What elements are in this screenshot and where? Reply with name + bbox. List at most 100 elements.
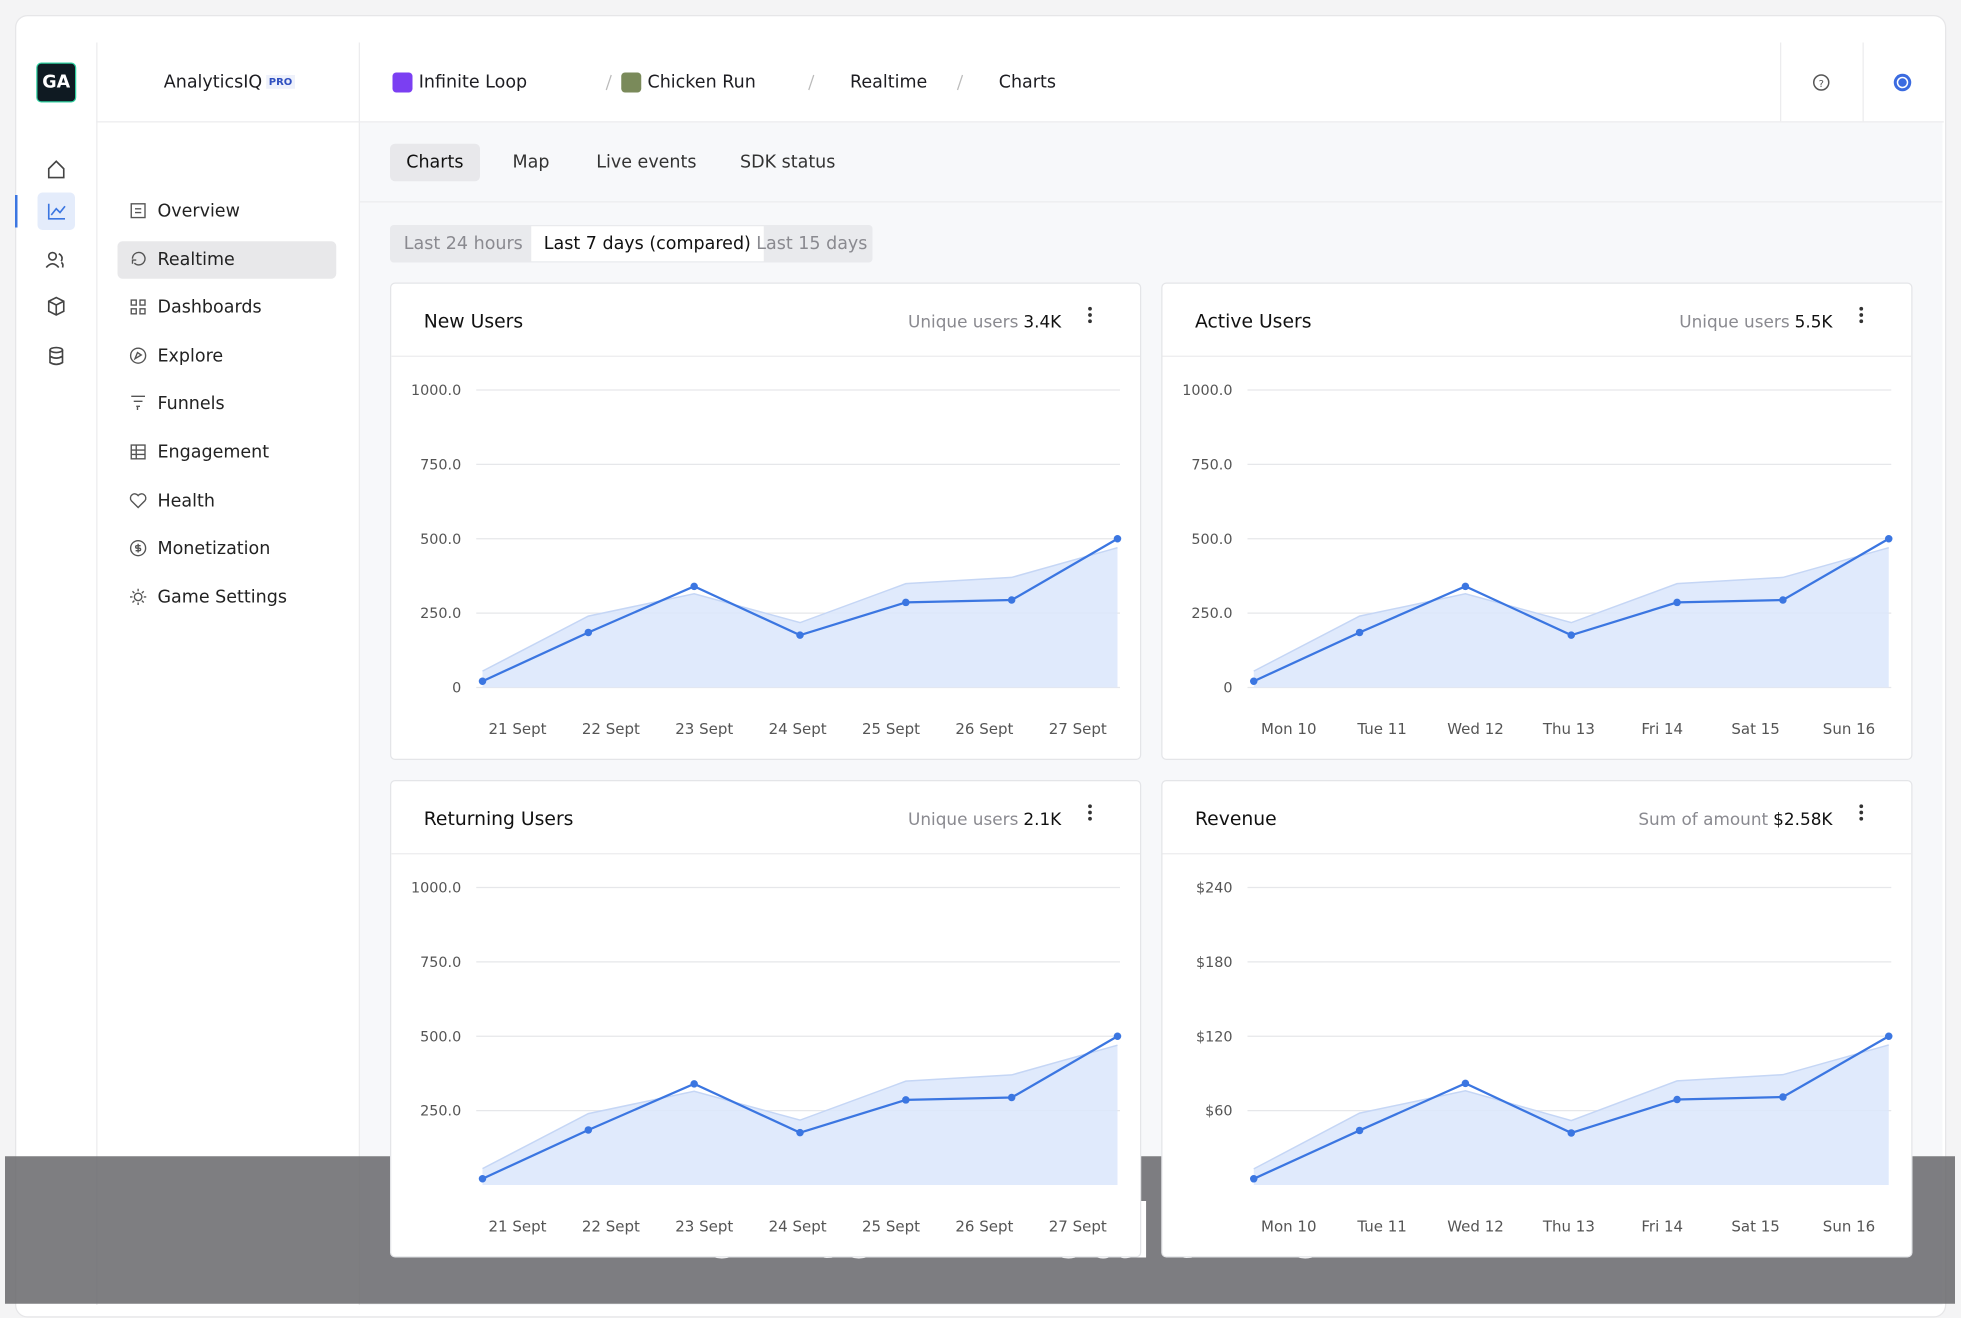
area-edge [482,546,1118,672]
x-tick-label: Wed 12 [1447,1217,1504,1235]
x-tick-label: 21 Sept [488,720,546,738]
tab[interactable]: SDK status [740,152,836,173]
menu-dot [1088,306,1092,311]
tab[interactable]: Charts [390,143,480,182]
nav-item[interactable]: Realtime [117,240,337,279]
slash [956,74,964,91]
range-option[interactable]: Last 7 days (compared) [531,226,764,262]
app-name: AnalyticsIQ [163,72,263,93]
chart-title: Returning Users [424,809,574,830]
users-icon[interactable] [47,251,58,261]
breadcrumb-item[interactable]: Charts [998,72,1056,93]
range-option[interactable]: Last 24 hours [403,233,523,254]
nav-item[interactable]: Dashboards [118,289,337,327]
area-fill [482,1045,1118,1185]
y-tick-label: 250.0 [420,1104,461,1120]
chart-icon[interactable] [47,203,66,220]
nav-icon [130,299,146,315]
x-tick-label: 24 Sept [769,1217,827,1235]
y-tick-label: 500.0 [420,532,461,548]
breadcrumb-item[interactable]: Chicken Run [647,72,756,93]
crumb-icon [392,72,413,93]
point [584,1126,593,1134]
nav-item[interactable]: Overview [118,193,337,231]
x-tick-label: 24 Sept [769,720,827,738]
nav-item[interactable]: Monetization [118,530,337,568]
point [1779,596,1787,604]
x-tick-label: Thu 13 [1542,1217,1595,1235]
nav-item[interactable]: Health [118,482,337,520]
icon-path [129,492,147,508]
area-fill [1253,547,1889,688]
y-tick-label: 250.0 [1191,606,1232,622]
home-icon[interactable] [47,160,65,179]
point [796,1128,804,1137]
tab[interactable]: Live events [596,152,697,173]
nav-label: Funnels [157,394,225,415]
icon-rail [15,160,75,366]
logo[interactable]: GA [36,62,77,103]
menu-dot [1859,810,1864,815]
point [902,598,910,607]
crumb-icon [621,72,642,93]
rail-indicator [15,195,18,228]
help-icon[interactable] [1813,74,1830,91]
nav-icon [130,588,147,605]
point [1779,1093,1787,1101]
menu-dot [1859,306,1864,311]
point [796,631,804,639]
point [1885,535,1893,543]
nav-label: Dashboards [157,297,262,318]
nav-label: Engagement [157,442,270,463]
x-tick-label: Fri 14 [1641,1217,1683,1235]
help-glyph: ? [1819,79,1824,90]
metric-label: Sum of amount [1638,809,1768,829]
metric-label: Unique users [908,312,1018,332]
divider [1780,42,1782,122]
package-icon[interactable] [47,296,65,316]
metric-label: Unique users [908,809,1018,829]
nav-item[interactable]: Game Settings [118,578,337,616]
x-tick-label: 21 Sept [488,1217,546,1235]
area-edge [482,1044,1118,1170]
nav-label: Explore [157,345,224,366]
nav-item[interactable]: Engagement [118,434,337,472]
breadcrumb-item[interactable]: Infinite Loop [418,72,528,93]
avatar[interactable] [1893,73,1912,92]
x-tick-label: 22 Sept [582,720,640,738]
icon-path [130,203,146,219]
divider [96,42,98,1305]
database-icon[interactable] [49,346,64,354]
x-tick-label: 27 Sept [1049,720,1107,738]
chart-title: Active Users [1195,312,1311,333]
nav-item[interactable]: Explore [118,337,337,375]
x-tick-label: Wed 12 [1447,720,1504,738]
chart-card: Revenue $2.58K Sum of amount $60 $120 $180 $24… [1161,780,1913,1258]
y-tick-label: 250.0 [420,606,461,622]
menu-dot [1859,804,1864,809]
y-tick-label: 750.0 [420,955,461,971]
point [690,1080,698,1088]
nav-icon [130,347,147,364]
menu-dot [1088,804,1092,809]
x-tick-label: 26 Sept [955,1217,1013,1235]
breadcrumb-item[interactable]: Realtime [850,72,928,93]
rail-active [37,192,75,230]
y-tick-label: $180 [1196,955,1233,971]
range-option[interactable]: Last 15 days [756,233,868,254]
x-tick-label: Mon 10 [1261,1217,1316,1235]
crumb-separator [808,74,815,91]
area-edge [1253,1044,1889,1170]
slash [605,74,612,91]
metric-value: $2.58K [1773,809,1833,829]
divider [1862,42,1864,122]
nav-icon [129,492,147,508]
x-tick-label: Thu 13 [1542,720,1595,738]
point [1673,1095,1681,1104]
point [1007,1093,1016,1102]
nav-label: Monetization [157,538,271,559]
menu-dot [1088,810,1092,815]
nav-item[interactable]: Funnels [118,385,337,423]
tab[interactable]: Map [512,152,550,173]
